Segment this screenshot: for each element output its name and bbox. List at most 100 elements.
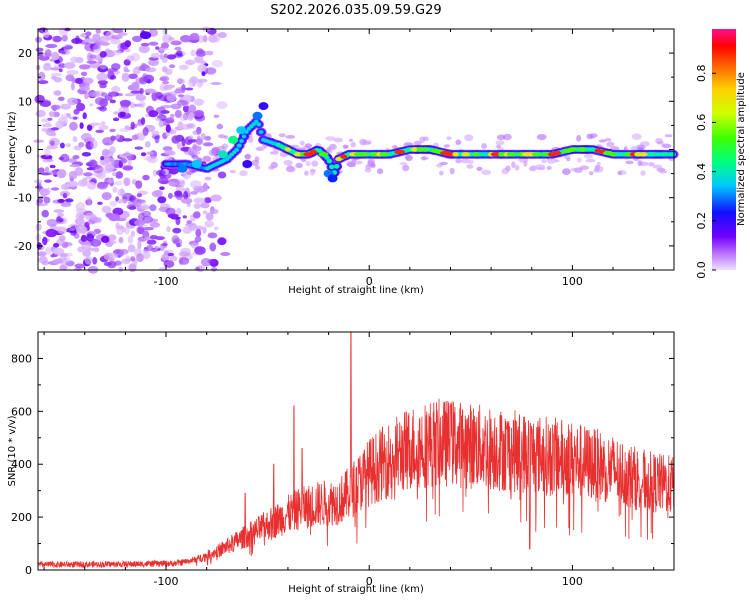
noise-blob bbox=[202, 226, 207, 234]
noise-blob bbox=[63, 255, 71, 264]
noise-blob bbox=[107, 178, 114, 184]
halo-blob bbox=[606, 141, 615, 148]
noise-blob bbox=[181, 138, 186, 147]
noise-blob bbox=[188, 78, 197, 88]
noise-blob bbox=[86, 52, 93, 62]
noise-blob bbox=[83, 137, 96, 141]
halo-blob bbox=[502, 133, 512, 141]
halo-blob bbox=[652, 164, 663, 169]
noise-blob bbox=[149, 221, 160, 228]
noise-blob bbox=[93, 90, 101, 98]
noise-blob bbox=[69, 121, 78, 131]
noise-blob bbox=[112, 186, 118, 193]
noise-blob bbox=[35, 223, 42, 231]
noise-blob bbox=[115, 171, 124, 179]
halo-blob bbox=[303, 145, 310, 150]
noise-blob bbox=[87, 247, 99, 252]
noise-blob bbox=[98, 125, 109, 130]
noise-blob bbox=[64, 45, 74, 50]
halo-blob bbox=[528, 166, 535, 172]
noise-blob bbox=[135, 180, 143, 189]
noise-blob bbox=[178, 64, 189, 71]
noise-blob bbox=[144, 88, 157, 94]
noise-blob bbox=[148, 110, 159, 118]
halo-blob bbox=[239, 170, 248, 177]
track-core bbox=[578, 147, 587, 152]
noise-blob bbox=[127, 244, 136, 253]
noise-blob bbox=[169, 113, 175, 118]
noise-blob bbox=[204, 197, 212, 204]
noise-blob bbox=[42, 63, 52, 71]
track-core bbox=[358, 152, 370, 157]
noise-blob bbox=[63, 62, 76, 69]
noise-blob bbox=[43, 196, 51, 204]
noise-blob bbox=[37, 80, 49, 85]
noise-blob bbox=[130, 121, 135, 130]
halo-blob bbox=[196, 135, 201, 142]
noise-blob bbox=[137, 240, 142, 250]
noise-blob bbox=[137, 225, 145, 234]
noise-blob bbox=[115, 134, 120, 140]
noise-blob bbox=[165, 124, 171, 133]
halo-blob bbox=[648, 162, 655, 167]
noise-blob bbox=[124, 40, 132, 48]
noise-blob bbox=[89, 54, 97, 59]
halo-blob bbox=[333, 137, 344, 143]
noise-blob bbox=[122, 165, 134, 171]
noise-blob bbox=[193, 197, 206, 204]
noise-blob bbox=[157, 196, 167, 204]
noise-blob bbox=[174, 46, 182, 51]
noise-blob bbox=[96, 181, 108, 190]
halo-blob bbox=[218, 134, 226, 139]
noise-blob bbox=[202, 210, 208, 215]
spectrogram-x-label: Height of straight line (km) bbox=[288, 285, 424, 296]
colorbar-tick-label: 0.8 bbox=[695, 65, 708, 83]
noise-blob bbox=[74, 217, 85, 225]
noise-blob bbox=[202, 182, 208, 192]
noise-blob bbox=[174, 109, 182, 119]
halo-blob bbox=[481, 143, 487, 150]
track-cell bbox=[259, 130, 264, 134]
noise-blob bbox=[71, 38, 83, 44]
noise-blob bbox=[188, 112, 195, 119]
noise-blob bbox=[59, 142, 65, 149]
halo-blob bbox=[192, 143, 197, 150]
halo-blob bbox=[656, 141, 664, 145]
noise-blob bbox=[130, 256, 136, 262]
halo-blob bbox=[630, 146, 640, 151]
noise-blob bbox=[144, 67, 157, 73]
halo-blob bbox=[421, 155, 427, 161]
noise-blob bbox=[122, 152, 132, 157]
noise-blob bbox=[193, 98, 204, 106]
noise-blob bbox=[41, 118, 49, 123]
noise-blob bbox=[157, 177, 169, 185]
noise-blob bbox=[122, 138, 133, 142]
noise-blob bbox=[52, 247, 65, 255]
noise-blob bbox=[81, 152, 92, 157]
halo-blob bbox=[461, 158, 470, 164]
spectrogram-y-ticks: -20 -10 0 10 20 bbox=[14, 28, 674, 271]
noise-blob bbox=[47, 170, 60, 175]
noise-blob bbox=[92, 44, 102, 53]
noise-blob bbox=[146, 151, 155, 155]
noise-blob bbox=[58, 68, 63, 73]
noise-blob bbox=[140, 117, 146, 125]
noise-blob bbox=[202, 155, 212, 163]
halo-blob bbox=[514, 164, 520, 171]
noise-blob bbox=[90, 38, 102, 43]
halo-blob bbox=[659, 170, 668, 174]
noise-blob bbox=[141, 73, 149, 82]
noise-blob bbox=[161, 42, 169, 49]
noise-blob bbox=[109, 75, 117, 80]
noise-blob bbox=[89, 122, 101, 126]
noise-blob bbox=[96, 72, 108, 81]
noise-blob bbox=[100, 235, 110, 243]
noise-blob bbox=[118, 266, 123, 272]
noise-blob bbox=[165, 119, 175, 124]
noise-blob bbox=[37, 167, 45, 174]
x-tick-label: -100 bbox=[154, 275, 179, 288]
noise-blob bbox=[80, 234, 87, 242]
track-blob bbox=[177, 164, 188, 173]
halo-blob bbox=[505, 165, 511, 172]
noise-blob bbox=[92, 257, 98, 265]
